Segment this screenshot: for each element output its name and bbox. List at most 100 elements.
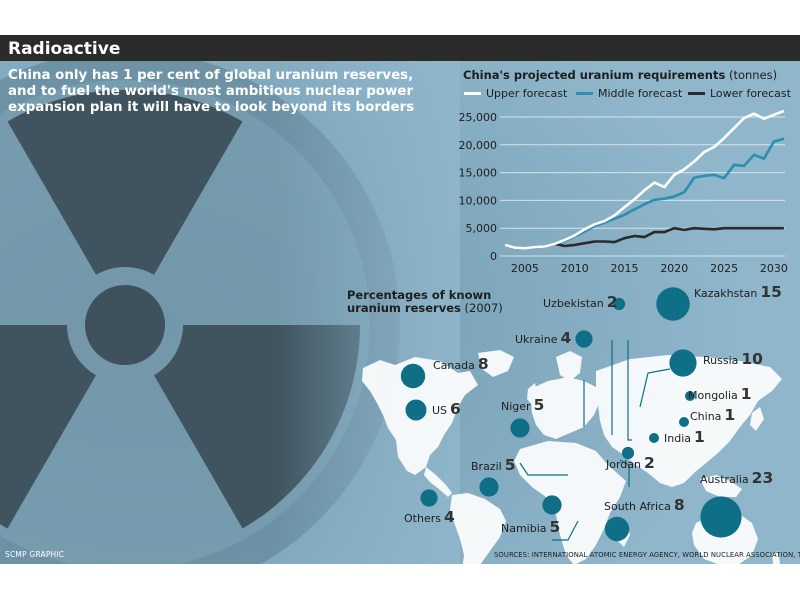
y-tick-label: 10,000	[459, 194, 498, 207]
label-kazakhstan: Kazakhstan 15	[694, 283, 782, 301]
legend-middle-swatch	[576, 91, 593, 95]
intro-line-3: expansion plan it will have to look beyo…	[8, 100, 415, 115]
label-others: Others 4	[404, 508, 455, 526]
label-india-value: 1	[694, 428, 705, 446]
line-chart-title-main: China's projected uranium requirements	[463, 68, 726, 82]
legend-lower-label: Lower forecast	[710, 87, 791, 100]
label-uzbekistan: Uzbekistan 2	[543, 293, 618, 311]
label-mongolia: Mongolia 1	[688, 385, 752, 403]
graphic-title: Radioactive	[8, 39, 121, 59]
x-tick-label: 2005	[511, 262, 539, 275]
y-tick-label: 5,000	[466, 222, 498, 235]
reserves-title-year: (2007)	[464, 301, 503, 315]
x-tick-label: 2030	[760, 262, 788, 275]
label-uzbekistan-name: Uzbekistan	[543, 297, 604, 310]
label-china-name: China	[690, 410, 722, 423]
label-others-value: 4	[443, 508, 455, 526]
reserves-title: Percentages of known uranium reserves (2…	[347, 289, 503, 315]
label-russia-value: 10	[741, 350, 763, 368]
bubble-uzbekistan	[612, 297, 626, 311]
label-brazil: Brazil 5	[471, 456, 516, 474]
bubble-namibia	[542, 495, 562, 515]
bubble-australia	[700, 496, 742, 538]
label-india: India 1	[664, 428, 705, 446]
label-jordan-name: Jordan	[606, 458, 641, 471]
map-leader-lines	[519, 340, 671, 541]
bubble-others	[420, 489, 438, 507]
title-bar	[0, 35, 800, 61]
legend-upper: Upper forecast	[464, 87, 567, 100]
line-chart-title: China's projected uranium requirements (…	[463, 68, 777, 82]
bubble-russia	[669, 349, 697, 377]
label-mongolia-value: 1	[740, 385, 752, 403]
x-tick-label: 2015	[611, 262, 639, 275]
label-canada-value: 8	[477, 355, 489, 373]
label-kazakhstan-name: Kazakhstan	[694, 287, 758, 300]
legend-upper-label: Upper forecast	[486, 87, 568, 100]
intro-text: China only has 1 per cent of global uran…	[8, 68, 415, 116]
label-brazil-value: 5	[504, 456, 516, 474]
label-russia-name: Russia	[703, 354, 739, 367]
bubble-brazil	[479, 477, 499, 497]
bubble-us	[405, 399, 427, 421]
intro-line-1: China only has 1 per cent of global uran…	[8, 68, 414, 83]
label-jordan: Jordan 2	[606, 454, 655, 472]
label-china-value: 1	[724, 406, 736, 424]
label-ukraine-name: Ukraine	[515, 333, 558, 346]
label-us-value: 6	[450, 400, 461, 418]
label-uzbekistan-value: 2	[606, 293, 618, 311]
bubble-south-africa	[604, 516, 630, 542]
y-tick-label: 25,000	[459, 111, 498, 124]
label-canada-name: Canada	[433, 359, 475, 372]
label-others-name: Others	[404, 512, 441, 525]
label-australia-value: 23	[751, 469, 774, 487]
graphic-panel: 0 5,000 10,000 15,000 20,000 25,000 2005 2010 20…	[0, 35, 800, 564]
graphic-credit: SCMP GRAPHIC	[5, 550, 65, 559]
legend-middle-label: Middle forecast	[598, 87, 683, 100]
reserve-bubbles	[400, 287, 742, 542]
bubble-jordan	[621, 446, 635, 460]
y-tick-label: 0	[490, 250, 497, 263]
label-canada: Canada 8	[433, 355, 489, 373]
intro-line-2: and to fuel the world's most ambitious n…	[8, 84, 414, 99]
bubble-india	[649, 433, 659, 443]
label-niger: Niger 5	[501, 396, 544, 414]
sources-note: SOURCES: INTERNATIONAL ATOMIC ENERGY AGE…	[494, 551, 800, 559]
label-australia: Australia 23	[700, 469, 773, 487]
reserves-title-line2: uranium reserves	[347, 301, 461, 315]
label-namibia: Namibia 5	[501, 518, 560, 536]
series-line-upper-forecast	[504, 109, 785, 250]
label-kazakhstan-value: 15	[760, 283, 782, 301]
y-tick-label: 15,000	[459, 167, 498, 180]
label-russia: Russia 10	[703, 350, 763, 368]
label-jordan-value: 2	[644, 454, 655, 472]
label-australia-name: Australia	[700, 473, 749, 486]
legend-middle: Middle forecast	[576, 87, 682, 100]
legend-lower: Lower forecast	[688, 87, 791, 100]
label-us-name: US	[432, 404, 448, 417]
legend-upper-swatch	[464, 91, 481, 95]
label-ukraine: Ukraine 4	[515, 329, 571, 347]
label-mongolia-name: Mongolia	[688, 389, 738, 402]
x-tick-label: 2010	[561, 262, 589, 275]
bubble-mongolia	[685, 391, 695, 401]
label-south-africa-name: South Africa	[604, 500, 671, 513]
legend-lower-swatch	[688, 91, 705, 95]
label-south-africa: South Africa 8	[604, 496, 685, 514]
label-south-africa-value: 8	[673, 496, 685, 514]
label-china: China 1	[690, 406, 735, 424]
bubble-kazakhstan	[656, 287, 690, 321]
label-niger-name: Niger	[501, 400, 531, 413]
label-us: US 6	[432, 400, 461, 418]
uranium-requirements-line-chart: 0 5,000 10,000 15,000 20,000 25,000 2005 2010 20…	[459, 109, 788, 275]
bubble-niger	[510, 418, 530, 438]
label-namibia-name: Namibia	[501, 522, 547, 535]
label-india-name: India	[664, 432, 691, 445]
label-brazil-name: Brazil	[471, 460, 502, 473]
bubble-canada	[400, 363, 426, 389]
line-chart-title-unit: (tonnes)	[728, 68, 778, 82]
y-tick-label: 20,000	[459, 139, 498, 152]
x-tick-label: 2025	[710, 262, 738, 275]
label-namibia-value: 5	[549, 518, 561, 536]
bubble-china	[679, 417, 689, 427]
